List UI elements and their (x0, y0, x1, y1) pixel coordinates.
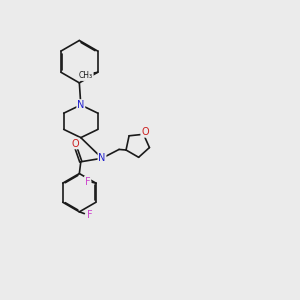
Text: CH₃: CH₃ (79, 71, 93, 80)
Text: F: F (87, 210, 92, 220)
Text: N: N (77, 100, 85, 110)
Text: O: O (72, 139, 79, 148)
Text: N: N (98, 153, 106, 163)
Text: O: O (141, 127, 149, 137)
Text: F: F (85, 177, 91, 187)
